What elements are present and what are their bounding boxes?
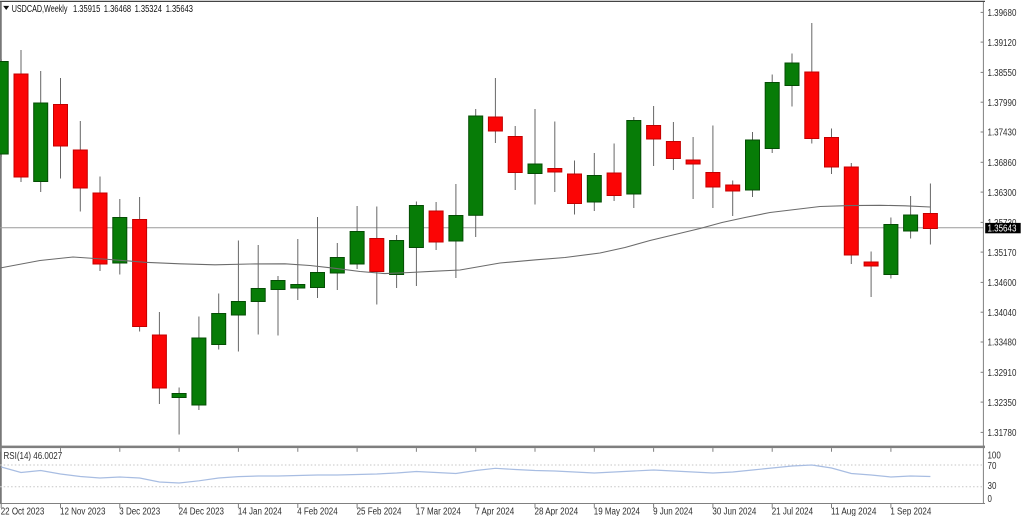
svg-text:30: 30	[988, 481, 997, 492]
svg-text:RSI(14) 46.0027: RSI(14) 46.0027	[4, 451, 63, 462]
svg-text:1.32910: 1.32910	[988, 368, 1017, 379]
svg-text:28 Apr 2024: 28 Apr 2024	[535, 506, 579, 516]
svg-text:3 Dec 2023: 3 Dec 2023	[119, 506, 160, 516]
svg-text:1.39680: 1.39680	[988, 8, 1017, 19]
svg-text:1.33480: 1.33480	[988, 338, 1017, 349]
svg-text:1.35324: 1.35324	[135, 4, 163, 15]
svg-text:1.37430: 1.37430	[988, 128, 1017, 139]
svg-text:14 Jan 2024: 14 Jan 2024	[238, 506, 282, 516]
svg-text:9 Jun 2024: 9 Jun 2024	[653, 506, 693, 516]
svg-text:1.37990: 1.37990	[988, 98, 1017, 109]
svg-text:0: 0	[988, 494, 993, 505]
svg-text:4 Feb 2024: 4 Feb 2024	[297, 506, 338, 516]
svg-text:100: 100	[988, 451, 1002, 462]
svg-text:19 May 2024: 19 May 2024	[594, 506, 641, 516]
svg-text:1.35643: 1.35643	[988, 223, 1017, 234]
svg-text:USDCAD,Weekly: USDCAD,Weekly	[12, 4, 68, 15]
svg-text:1.39120: 1.39120	[988, 38, 1017, 49]
svg-text:70: 70	[988, 461, 997, 472]
svg-text:1.36300: 1.36300	[988, 188, 1017, 199]
svg-text:24 Dec 2023: 24 Dec 2023	[179, 506, 225, 516]
svg-text:1 Sep 2024: 1 Sep 2024	[890, 506, 931, 516]
svg-text:1.32350: 1.32350	[988, 398, 1017, 409]
svg-text:1.35170: 1.35170	[988, 248, 1017, 259]
svg-text:21 Jul 2024: 21 Jul 2024	[772, 506, 814, 516]
svg-text:1.31780: 1.31780	[988, 428, 1017, 439]
svg-text:1.35915: 1.35915	[73, 4, 101, 15]
svg-text:1.34600: 1.34600	[988, 278, 1017, 289]
svg-text:12 Nov 2023: 12 Nov 2023	[60, 506, 106, 516]
svg-text:1.36860: 1.36860	[988, 158, 1017, 169]
svg-text:1.38550: 1.38550	[988, 68, 1017, 79]
svg-text:25 Feb 2024: 25 Feb 2024	[357, 506, 402, 516]
svg-text:1.34040: 1.34040	[988, 308, 1017, 319]
svg-text:22 Oct 2023: 22 Oct 2023	[1, 506, 45, 516]
svg-text:30 Jun 2024: 30 Jun 2024	[712, 506, 756, 516]
svg-text:11 Aug 2024: 11 Aug 2024	[831, 506, 877, 516]
svg-text:1.36468: 1.36468	[104, 4, 132, 15]
svg-text:1.35643: 1.35643	[166, 4, 194, 15]
svg-text:17 Mar 2024: 17 Mar 2024	[416, 506, 461, 516]
svg-text:7 Apr 2024: 7 Apr 2024	[475, 506, 514, 516]
